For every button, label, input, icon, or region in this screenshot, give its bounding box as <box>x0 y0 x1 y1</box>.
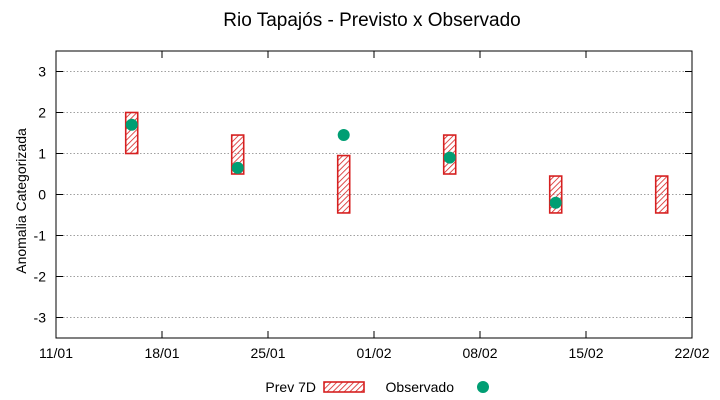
x-tick-label: 18/01 <box>144 345 179 361</box>
y-tick-label: -2 <box>34 269 47 285</box>
y-axis-label: Anomalia Categorizada <box>13 128 29 274</box>
forecast-range-bar <box>654 175 669 214</box>
legend-label-prev-7d: Prev 7D <box>265 379 316 395</box>
forecast-range-bar <box>336 154 351 214</box>
observed-point <box>443 151 456 164</box>
x-axis-ticks: 11/01 18/01 25/01 01/02 08/02 15/02 22/02 <box>39 51 710 361</box>
observed-point <box>549 196 562 209</box>
x-tick-label: 15/02 <box>568 345 603 361</box>
grid-lines <box>56 71 692 318</box>
y-tick-label: 1 <box>38 146 46 162</box>
series-observado <box>125 118 562 209</box>
y-axis-ticks: 3 2 1 0 -1 -2 -3 <box>34 64 692 326</box>
observed-point <box>125 118 138 131</box>
y-tick-label: 2 <box>38 105 46 121</box>
legend-label-observado: Observado <box>386 379 455 395</box>
x-tick-label: 08/02 <box>462 345 497 361</box>
forecast-range-bar <box>124 111 139 155</box>
x-tick-label: 25/01 <box>250 345 285 361</box>
series-prev-7d <box>124 111 669 214</box>
observed-point <box>337 129 350 142</box>
x-tick-label: 01/02 <box>356 345 391 361</box>
y-tick-label: 0 <box>38 187 46 203</box>
legend-swatch-prev-7d <box>323 381 365 393</box>
x-tick-label: 11/01 <box>39 345 73 361</box>
chart-title: Rio Tapajós - Previsto x Observado <box>223 10 520 31</box>
observed-point <box>231 161 244 174</box>
legend: Prev 7D Observado <box>265 379 489 395</box>
legend-swatch-observado <box>477 381 489 393</box>
y-tick-label: -3 <box>34 310 47 326</box>
y-tick-label: -1 <box>34 228 47 244</box>
y-tick-label: 3 <box>38 64 46 80</box>
x-tick-label: 22/02 <box>674 345 709 361</box>
